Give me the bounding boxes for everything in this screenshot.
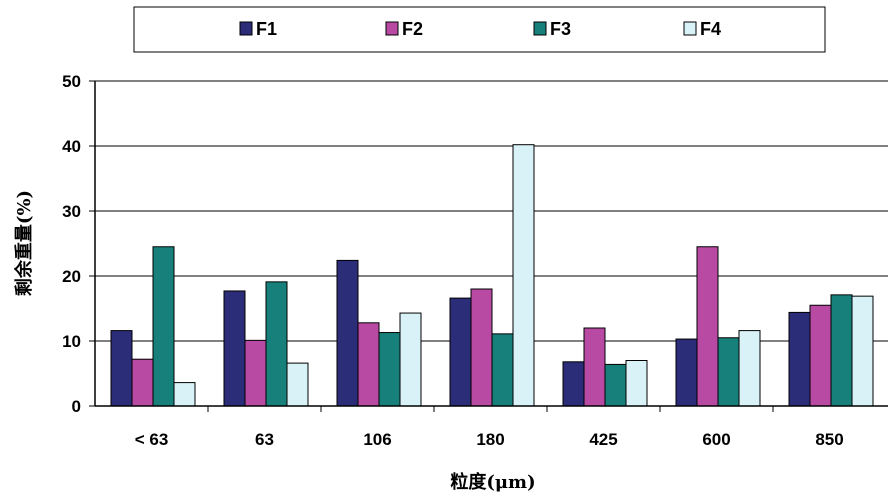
x-tick-label: 180: [476, 430, 504, 449]
bar-f3: [604, 363, 627, 407]
bars: [110, 144, 874, 407]
x-axis-title: 粒度(μm): [450, 471, 535, 493]
axes: [89, 80, 888, 412]
bar-f4: [399, 312, 422, 407]
y-axis-title: 剩余重量(%): [13, 190, 35, 296]
bar-f2: [357, 322, 380, 407]
bar-f4: [851, 295, 874, 407]
x-tick-label: 600: [702, 430, 730, 449]
bar-f4: [738, 330, 761, 407]
bar-f4: [625, 360, 648, 407]
legend-label: F4: [700, 19, 721, 39]
legend-swatch: [683, 21, 697, 36]
y-tick-label: 30: [62, 202, 81, 221]
bar-f3: [265, 281, 288, 407]
bar-f1: [449, 297, 472, 407]
legend: F1 F2 F3 F4: [133, 6, 826, 53]
bar-f2: [131, 358, 154, 407]
legend-swatch: [385, 21, 399, 36]
bar-f3: [717, 337, 740, 407]
bar-f4: [512, 144, 535, 407]
bar-f1: [223, 290, 246, 407]
y-tick-label: 50: [62, 72, 81, 91]
y-tick-labels: 0 10 20 30 40 50: [62, 72, 81, 416]
bar-f1: [675, 338, 698, 407]
bar-f3: [491, 333, 514, 407]
bar-f1: [336, 259, 359, 407]
bar-f1: [562, 361, 585, 407]
legend-label: F2: [402, 19, 423, 39]
y-tick-label: 40: [62, 137, 81, 156]
bar-f2: [244, 339, 267, 407]
bar-f1: [788, 311, 811, 407]
y-tick-label: 10: [62, 332, 81, 351]
bar-f4: [286, 362, 309, 407]
legend-box: [133, 6, 826, 53]
bar-f2: [583, 327, 606, 407]
legend-swatch: [239, 21, 253, 36]
bar-f2: [809, 304, 832, 407]
legend-label: F3: [550, 19, 571, 39]
y-tick-label: 0: [72, 397, 81, 416]
x-tick-labels: < 63 63 106 180 425 600 850: [135, 430, 844, 449]
y-tick-label: 20: [62, 267, 81, 286]
legend-label: F1: [256, 19, 277, 39]
x-tick-label: 850: [815, 430, 843, 449]
x-tick-label: 425: [589, 430, 617, 449]
bar-f4: [173, 382, 196, 407]
bar-f1: [110, 330, 133, 407]
x-tick-label: 63: [255, 430, 274, 449]
bar-f2: [470, 288, 493, 407]
x-tick-label: 106: [363, 430, 391, 449]
bar-f3: [152, 246, 175, 407]
bar-f3: [830, 294, 853, 407]
bar-f2: [696, 246, 719, 407]
x-tick-label: < 63: [135, 430, 169, 449]
legend-swatch: [533, 21, 547, 36]
bar-f3: [378, 332, 401, 407]
